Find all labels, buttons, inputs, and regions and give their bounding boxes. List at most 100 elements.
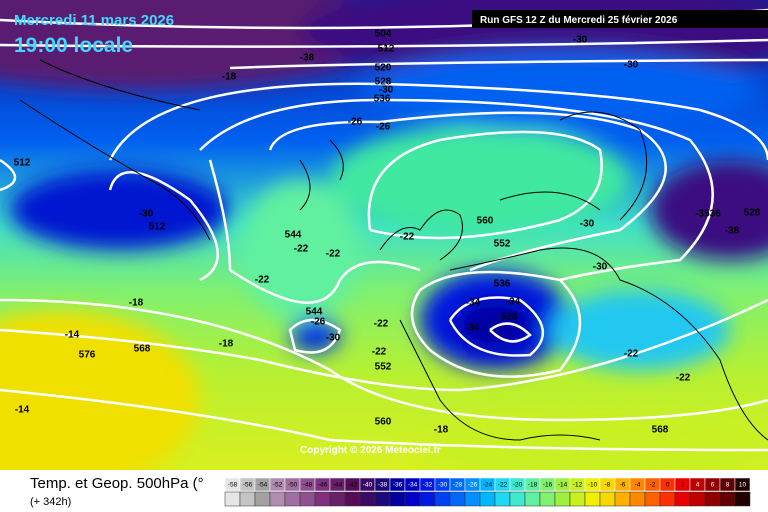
scale-swatch xyxy=(674,491,691,507)
contour-label: -14 xyxy=(65,330,80,341)
contour-label: -18 xyxy=(219,339,234,350)
contour-label: 528 xyxy=(744,208,761,219)
contour-label: 552 xyxy=(375,362,392,373)
scale-label: -6 xyxy=(620,482,626,489)
scale-label: -50 xyxy=(288,482,298,489)
contour-label: 528 xyxy=(501,312,518,323)
scale-label: -48 xyxy=(303,482,313,489)
scale-label: -2 xyxy=(650,482,656,489)
scale-label: 6 xyxy=(711,482,715,489)
scale-swatch xyxy=(284,491,301,507)
scale-label: -24 xyxy=(483,482,493,489)
scale-label: -12 xyxy=(573,482,583,489)
contour-label: -22 xyxy=(294,244,309,255)
scale-swatch xyxy=(524,491,541,507)
scale-swatch xyxy=(554,491,571,507)
scale-swatch xyxy=(419,491,436,507)
contour-label: -22 xyxy=(255,275,270,286)
contour-label: 512 xyxy=(378,44,395,55)
scale-label: -56 xyxy=(243,482,253,489)
scale-swatch xyxy=(629,491,646,507)
scale-label: -20 xyxy=(513,482,523,489)
contour-label: 560 xyxy=(375,417,392,428)
scale-swatch xyxy=(224,491,241,507)
scale-swatch xyxy=(374,491,391,507)
contour-label: 528 xyxy=(375,77,392,88)
contour-label: -26 xyxy=(311,317,326,328)
scale-swatch xyxy=(239,491,256,507)
contour-label: -22 xyxy=(676,373,691,384)
scale-swatch xyxy=(494,491,511,507)
contour-label: 512 xyxy=(14,158,31,169)
scale-label: -14 xyxy=(558,482,568,489)
contour-label: -38 xyxy=(725,226,740,237)
scale-label: -16 xyxy=(543,482,553,489)
scale-label: -58 xyxy=(228,482,238,489)
contour-label: 576 xyxy=(79,350,96,361)
scale-swatch xyxy=(254,491,271,507)
contour-label: 568 xyxy=(652,425,669,436)
contour-label: 568 xyxy=(134,344,151,355)
contour-label: 544 xyxy=(285,230,302,241)
contour-label: -30 xyxy=(326,333,341,344)
scale-swatch xyxy=(434,491,451,507)
footer-title: Temp. et Geop. 500hPa (° xyxy=(30,475,204,492)
scale-swatch xyxy=(734,491,751,507)
scale-swatch xyxy=(734,477,751,492)
scale-swatch xyxy=(464,491,481,507)
scale-swatch xyxy=(689,491,706,507)
contour-label: -22 xyxy=(624,349,639,360)
scale-label: 8 xyxy=(726,482,730,489)
scale-swatch xyxy=(539,491,556,507)
scale-label: -54 xyxy=(258,482,268,489)
run-info: Run GFS 12 Z du Mercredi 25 février 2026 xyxy=(480,15,678,26)
scale-label: -44 xyxy=(333,482,343,489)
contour-label: 544 xyxy=(306,307,323,318)
scale-swatch xyxy=(614,491,631,507)
scale-swatch xyxy=(404,491,421,507)
contour-label: 560 xyxy=(477,216,494,227)
contour-label: -26 xyxy=(348,117,363,128)
contour-label: 504 xyxy=(375,29,392,40)
scale-label: 10 xyxy=(739,482,747,489)
scale-label: 2 xyxy=(681,482,685,489)
map-field xyxy=(0,0,768,490)
contour-label: 520 xyxy=(375,63,392,74)
scale-label: -46 xyxy=(318,482,328,489)
contour-label: -26 xyxy=(376,122,391,133)
contour-label: 552 xyxy=(494,239,511,250)
scale-swatch xyxy=(644,491,661,507)
contour-label: 512 xyxy=(149,222,166,233)
scale-swatch xyxy=(314,491,331,507)
scale-label: 4 xyxy=(696,482,700,489)
contour-label: -3536 xyxy=(695,209,721,220)
contour-label: -18 xyxy=(222,72,237,83)
scale-swatch xyxy=(659,491,676,507)
scale-swatch xyxy=(584,491,601,507)
scale-label: -10 xyxy=(588,482,598,489)
contour-label: -30 xyxy=(139,209,154,220)
contour-label: -30 xyxy=(593,262,608,273)
scale-label: -22 xyxy=(498,482,508,489)
scale-swatch xyxy=(704,491,721,507)
scale-swatch xyxy=(509,491,526,507)
contour-label: -22 xyxy=(326,249,341,260)
scale-swatch xyxy=(449,491,466,507)
footer-lead: (+ 342h) xyxy=(30,496,71,508)
scale-label: -4 xyxy=(635,482,641,489)
contour-label: -38 xyxy=(300,53,315,64)
scale-label: -30 xyxy=(438,482,448,489)
scale-swatch xyxy=(329,491,346,507)
scale-swatch xyxy=(719,491,736,507)
contour-label: -30 xyxy=(624,60,639,71)
time: 19:00 locale xyxy=(14,34,133,57)
contour-label: -18 xyxy=(434,425,449,436)
contour-label: -14 xyxy=(15,405,30,416)
contour-label: -30 xyxy=(573,35,588,46)
contour-label: -22 xyxy=(400,232,415,243)
scale-label: -34 xyxy=(408,482,418,489)
contour-label: -34 xyxy=(465,323,480,334)
scale-swatch xyxy=(479,491,496,507)
